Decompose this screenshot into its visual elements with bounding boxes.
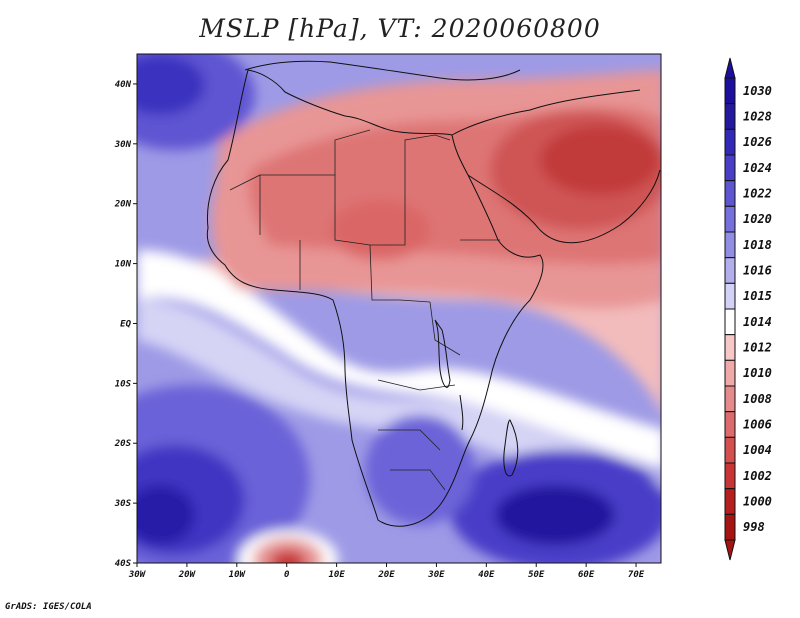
colorbar-swatch [724, 488, 736, 515]
lon-tick-label: 20W [178, 570, 197, 580]
colorbar-label: 1006 [743, 418, 772, 432]
lon-tick-label: 0 [284, 570, 290, 580]
lon-tick-label: 60E [578, 570, 595, 580]
colorbar-label: 1014 [743, 315, 772, 329]
colorbar-swatch [724, 334, 736, 361]
lat-tick-label: 10N [115, 260, 132, 270]
colorbar-swatch [724, 103, 736, 130]
colorbar-swatch [724, 462, 736, 490]
colorbar-label: 1008 [743, 392, 772, 406]
colorbar-label: 1004 [743, 443, 772, 457]
lat-tick-label: 20S [114, 439, 132, 449]
lon-tick-label: 30W [128, 570, 147, 580]
colorbar-swatch [724, 308, 736, 336]
colorbar-label: 1020 [743, 212, 772, 226]
colorbar-label: 1012 [743, 341, 772, 355]
colorbar-swatch [724, 180, 736, 207]
lat-tick-label: 30S [114, 499, 132, 509]
colorbar-label: 998 [743, 520, 765, 534]
colorbar-label: 1015 [743, 289, 772, 303]
lat-tick-label: 20N [114, 200, 132, 210]
colorbar-label: 1010 [743, 366, 772, 380]
colorbar-swatch [724, 128, 736, 156]
colorbar-swatch [724, 385, 736, 413]
lon-tick-label: 10E [328, 570, 345, 580]
colorbar-top-arrow [724, 57, 736, 79]
colorbar-bottom-arrow [724, 539, 736, 561]
colorbar-label: 1024 [743, 161, 772, 175]
latitude-axis: 40N 30N 20N 10N EQ 10S 20S 30S 40S [114, 80, 137, 569]
grads-credit: GrADS: IGES/COLA [5, 602, 92, 612]
colorbar-label: 1018 [743, 238, 772, 252]
colorbar-swatch [724, 513, 736, 541]
colorbar-swatch [724, 231, 736, 259]
lon-tick-label: 10W [229, 570, 247, 580]
colorbar-label: 1016 [743, 264, 772, 278]
colorbar-label: 1000 [743, 495, 772, 509]
plot-frame [136, 53, 662, 564]
colorbar-swatch [724, 257, 736, 284]
colorbar-swatch [724, 282, 736, 310]
lon-tick-label: 40E [478, 570, 495, 580]
lat-tick-label: 40N [115, 80, 132, 90]
colorbar-label: 1002 [743, 469, 772, 483]
lon-tick-label: 70E [628, 570, 645, 580]
pressure-field [137, 54, 661, 563]
lon-tick-label: 50E [528, 570, 545, 580]
lat-tick-label: 40S [115, 559, 132, 569]
colorbar-swatch [724, 154, 736, 182]
colorbar-swatch [724, 436, 736, 464]
lat-tick-label: EQ [120, 319, 131, 329]
lat-tick-label: 10S [115, 379, 132, 389]
colorbar-label: 1028 [743, 110, 772, 124]
coastlines [206, 60, 661, 527]
colorbar-swatch [724, 205, 736, 233]
lat-tick-label: 30N [114, 140, 132, 150]
lon-tick-label: 30E [427, 570, 445, 580]
colorbar: 1030 1028 1026 1024 1022 1020 1018 1016 1015 1014… [724, 57, 772, 561]
colorbar-swatch [724, 359, 736, 387]
map-title: MSLP [hPa], VT: 2020060800 [199, 14, 601, 43]
colorbar-label: 1026 [743, 135, 772, 149]
colorbar-swatch [724, 411, 736, 438]
lon-tick-label: 20E [377, 570, 395, 580]
colorbar-swatch [724, 77, 736, 105]
country-borders [229, 129, 500, 491]
longitude-axis: 30W 20W 10W 0 10E 20E 30E 40E 50E 60E 70E [128, 563, 645, 580]
colorbar-label: 1022 [743, 187, 772, 201]
colorbar-label: 1030 [743, 84, 772, 98]
